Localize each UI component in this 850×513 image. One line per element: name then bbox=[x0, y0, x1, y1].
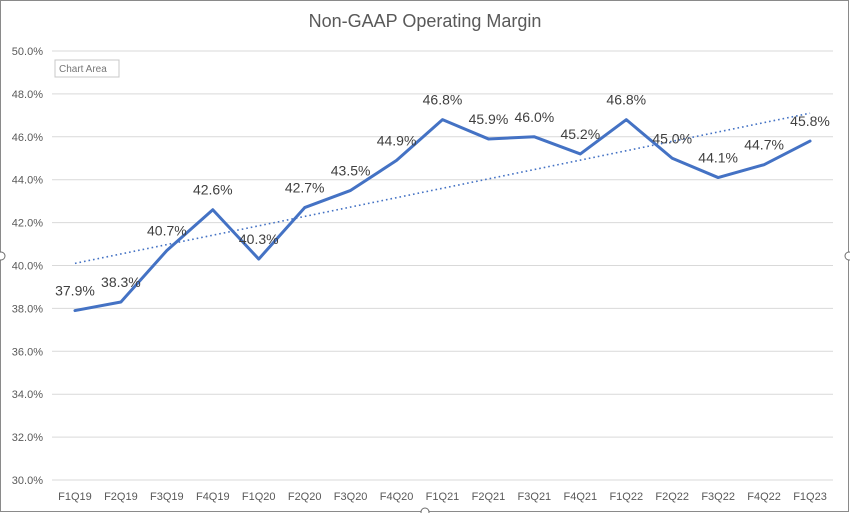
data-label: 45.2% bbox=[560, 126, 600, 142]
y-tick-label: 30.0% bbox=[12, 475, 43, 487]
x-tick-label: F3Q20 bbox=[334, 491, 368, 503]
data-label: 44.1% bbox=[698, 150, 738, 166]
x-tick-label: F2Q21 bbox=[472, 491, 506, 503]
series-layer bbox=[73, 118, 812, 313]
resize-handle-left[interactable] bbox=[0, 251, 6, 261]
data-label: 43.5% bbox=[331, 162, 371, 178]
x-tick-label: F4Q22 bbox=[747, 491, 781, 503]
series-line[interactable] bbox=[73, 118, 812, 313]
resize-handle-bottom[interactable] bbox=[420, 507, 430, 513]
y-tick-label: 46.0% bbox=[12, 132, 43, 144]
data-label: 45.9% bbox=[469, 111, 509, 127]
y-tick-label: 50.0% bbox=[12, 46, 43, 58]
x-tick-label: F2Q19 bbox=[104, 491, 138, 503]
y-axis-ticks: 30.0% 32.0% 34.0% 36.0% 38.0% 40.0% 42.0% 44.0%… bbox=[12, 46, 43, 487]
x-tick-label: F1Q22 bbox=[609, 491, 643, 503]
data-label: 46.8% bbox=[423, 92, 463, 108]
x-tick-label: F3Q21 bbox=[518, 491, 552, 503]
resize-handle-right[interactable] bbox=[844, 251, 850, 261]
trendline-layer bbox=[74, 112, 811, 265]
data-label: 40.3% bbox=[239, 231, 279, 247]
y-tick-label: 34.0% bbox=[12, 389, 43, 401]
x-axis-ticks: F1Q19 F2Q19 F3Q19 F4Q19 F1Q20 F2Q20 F3Q20 F4Q20… bbox=[58, 491, 827, 503]
y-tick-label: 38.0% bbox=[12, 303, 43, 315]
x-tick-label: F4Q20 bbox=[380, 491, 414, 503]
x-tick-label: F4Q19 bbox=[196, 491, 230, 503]
chart-title: Non-GAAP Operating Margin bbox=[309, 11, 542, 31]
data-label: 37.9% bbox=[55, 283, 95, 299]
data-label: 46.8% bbox=[606, 92, 646, 108]
x-tick-label: F3Q19 bbox=[150, 491, 184, 503]
x-tick-label: F4Q21 bbox=[564, 491, 598, 503]
data-label: 44.7% bbox=[744, 137, 784, 153]
x-tick-label: F1Q23 bbox=[793, 491, 827, 503]
y-tick-label: 40.0% bbox=[12, 261, 43, 273]
data-labels: 37.9% 38.3% 40.7% 42.6% 40.3% 42.7% 43.5% 44.9%… bbox=[55, 92, 830, 299]
y-tick-label: 48.0% bbox=[12, 89, 43, 101]
x-tick-label: F2Q20 bbox=[288, 491, 322, 503]
data-label: 40.7% bbox=[147, 222, 187, 238]
x-tick-label: F1Q20 bbox=[242, 491, 276, 503]
tooltip-text: Chart Area bbox=[59, 64, 107, 75]
data-label: 46.0% bbox=[515, 109, 555, 125]
y-tick-label: 42.0% bbox=[12, 218, 43, 230]
chart-area-tooltip: Chart Area bbox=[54, 59, 120, 78]
x-tick-label: F1Q21 bbox=[426, 491, 460, 503]
data-label: 44.9% bbox=[377, 132, 417, 148]
y-tick-label: 44.0% bbox=[12, 175, 43, 187]
x-tick-label: F2Q22 bbox=[655, 491, 689, 503]
x-tick-label: F1Q19 bbox=[58, 491, 92, 503]
data-label: 42.6% bbox=[193, 182, 233, 198]
trendline bbox=[74, 112, 811, 265]
y-tick-label: 32.0% bbox=[12, 432, 43, 444]
tooltip-box bbox=[54, 59, 120, 78]
gridlines bbox=[52, 50, 833, 481]
resize-handles bbox=[0, 251, 850, 513]
data-label: 45.8% bbox=[790, 113, 830, 129]
data-label: 38.3% bbox=[101, 274, 141, 290]
data-label: 45.0% bbox=[652, 130, 692, 146]
y-tick-label: 36.0% bbox=[12, 346, 43, 358]
x-tick-label: F3Q22 bbox=[701, 491, 735, 503]
data-label: 42.7% bbox=[285, 180, 325, 196]
